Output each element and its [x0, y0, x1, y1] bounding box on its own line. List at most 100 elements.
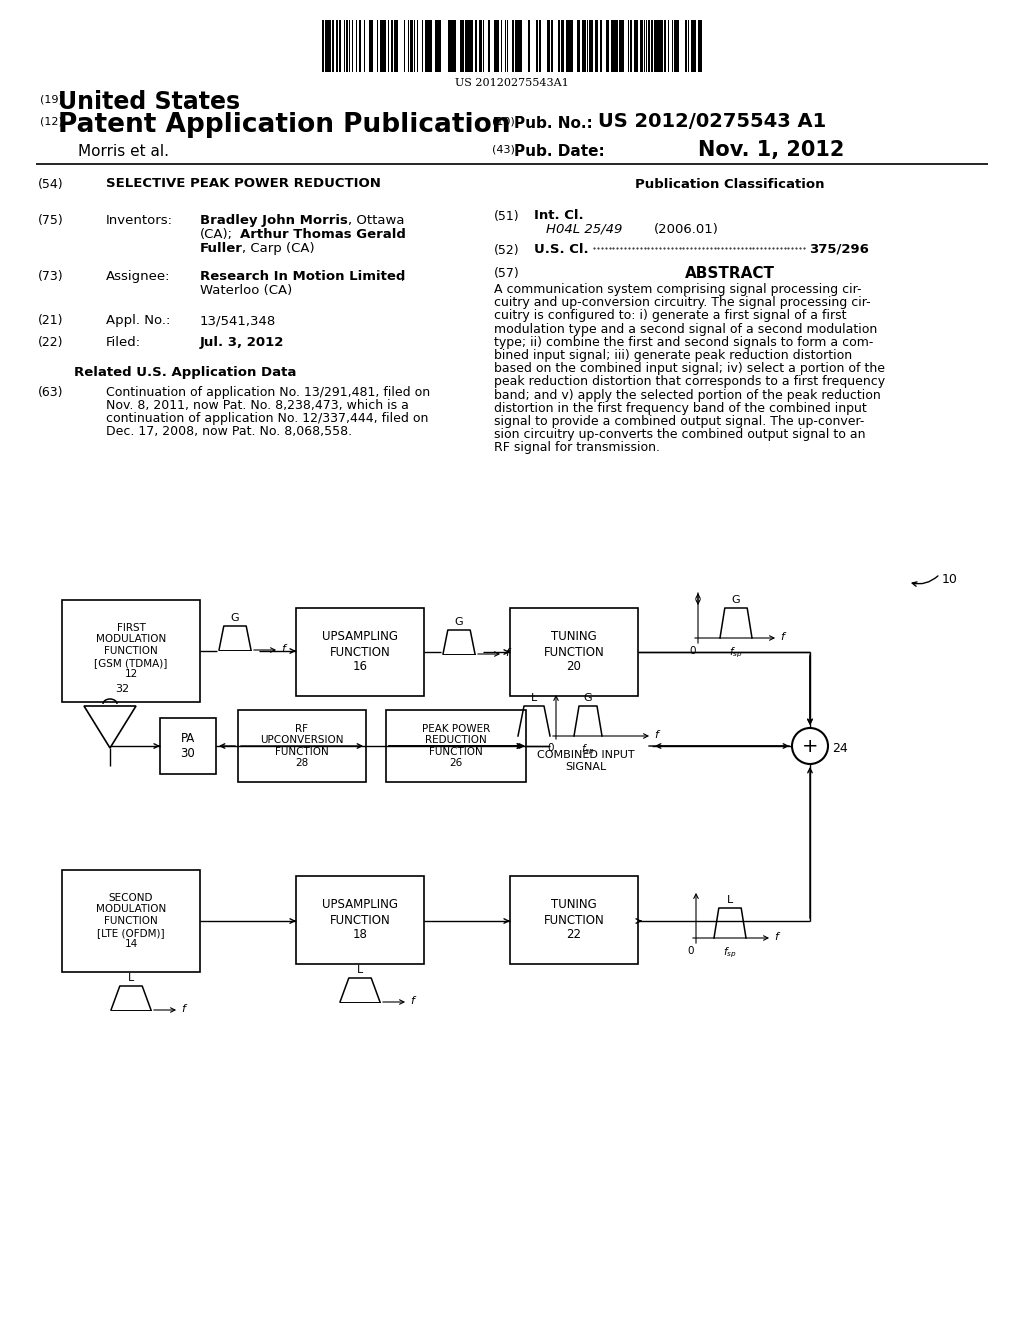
Text: peak reduction distortion that corresponds to a first frequency: peak reduction distortion that correspon…: [494, 375, 885, 388]
Bar: [698, 20, 700, 73]
Text: G: G: [230, 612, 240, 623]
Text: (73): (73): [38, 271, 63, 282]
Bar: [655, 20, 658, 73]
Text: L: L: [128, 973, 134, 983]
Text: Related U.S. Application Data: Related U.S. Application Data: [74, 366, 296, 379]
Text: based on the combined input signal; iv) select a portion of the: based on the combined input signal; iv) …: [494, 362, 885, 375]
Text: (54): (54): [38, 178, 63, 191]
Bar: [612, 20, 614, 73]
Bar: [296, 876, 424, 964]
Text: distortion in the first frequency band of the combined input: distortion in the first frequency band o…: [494, 401, 866, 414]
Text: $f_{sp}$: $f_{sp}$: [729, 645, 742, 660]
Bar: [515, 20, 518, 73]
Text: (12): (12): [40, 116, 62, 125]
Bar: [396, 20, 398, 73]
Text: f: f: [281, 644, 285, 653]
Bar: [634, 20, 637, 73]
Bar: [238, 710, 366, 781]
Bar: [160, 718, 216, 774]
Text: Research In Motion Limited: Research In Motion Limited: [200, 271, 406, 282]
Text: continuation of application No. 12/337,444, filed on: continuation of application No. 12/337,4…: [106, 412, 428, 425]
Bar: [322, 20, 324, 73]
Text: Appl. No.:: Appl. No.:: [106, 314, 170, 327]
Bar: [452, 20, 454, 73]
Bar: [438, 20, 440, 73]
Text: Publication Classification: Publication Classification: [635, 178, 824, 191]
Text: RF signal for transmission.: RF signal for transmission.: [494, 441, 660, 454]
Bar: [329, 20, 331, 73]
Text: 375/296: 375/296: [809, 243, 869, 256]
Text: +: +: [802, 737, 818, 755]
Text: (CA);: (CA);: [200, 228, 233, 242]
Bar: [510, 609, 638, 696]
Text: TUNING
FUNCTION
20: TUNING FUNCTION 20: [544, 631, 604, 673]
Bar: [436, 20, 438, 73]
Bar: [558, 20, 560, 73]
Bar: [460, 20, 462, 73]
Text: 10: 10: [942, 573, 957, 586]
Text: $f_{sp}$: $f_{sp}$: [582, 743, 595, 758]
Text: Bradley John Morris: Bradley John Morris: [200, 214, 348, 227]
Bar: [449, 20, 451, 73]
Bar: [480, 20, 482, 73]
Text: $f_{sp}$: $f_{sp}$: [723, 946, 737, 961]
Text: Inventors:: Inventors:: [106, 214, 173, 227]
Bar: [382, 20, 384, 73]
Text: 13/541,348: 13/541,348: [200, 314, 276, 327]
Bar: [510, 876, 638, 964]
Text: Assignee:: Assignee:: [106, 271, 171, 282]
Bar: [426, 20, 428, 73]
Bar: [512, 20, 514, 73]
Text: f: f: [410, 997, 414, 1006]
Text: G: G: [732, 595, 740, 605]
Text: type; ii) combine the first and second signals to form a com-: type; ii) combine the first and second s…: [494, 335, 873, 348]
Text: (43): (43): [492, 144, 515, 154]
Text: US 2012/0275543 A1: US 2012/0275543 A1: [598, 112, 826, 131]
Bar: [386, 710, 526, 781]
Text: sion circuitry up-converts the combined output signal to an: sion circuitry up-converts the combined …: [494, 428, 865, 441]
Bar: [582, 20, 585, 73]
Text: (63): (63): [38, 385, 63, 399]
Text: PEAK POWER
REDUCTION
FUNCTION
26: PEAK POWER REDUCTION FUNCTION 26: [422, 723, 490, 768]
Text: cuitry and up-conversion circuitry. The signal processing cir-: cuitry and up-conversion circuitry. The …: [494, 296, 870, 309]
Text: RF
UPCONVERSION
FUNCTION
28: RF UPCONVERSION FUNCTION 28: [260, 723, 344, 768]
Bar: [562, 20, 564, 73]
Text: US 20120275543A1: US 20120275543A1: [455, 78, 569, 88]
Text: 24: 24: [831, 742, 848, 755]
Text: f: f: [774, 932, 778, 942]
Text: FIRST
MODULATION
FUNCTION
[GSM (TDMA)]
12: FIRST MODULATION FUNCTION [GSM (TDMA)] 1…: [94, 623, 168, 680]
Bar: [62, 601, 200, 702]
Text: f: f: [505, 648, 509, 657]
Text: Fuller: Fuller: [200, 242, 243, 255]
Text: G: G: [584, 693, 592, 704]
Text: , Ottawa: , Ottawa: [348, 214, 404, 227]
Bar: [359, 20, 361, 73]
Text: ,: ,: [400, 271, 404, 282]
Text: cuitry is configured to: i) generate a first signal of a first: cuitry is configured to: i) generate a f…: [494, 309, 847, 322]
Text: 0: 0: [687, 946, 694, 956]
Text: PA
30: PA 30: [180, 733, 196, 760]
Text: L: L: [530, 693, 538, 704]
Bar: [528, 20, 530, 73]
Text: Nov. 1, 2012: Nov. 1, 2012: [698, 140, 845, 160]
Bar: [391, 20, 393, 73]
Text: 0: 0: [548, 743, 554, 752]
Text: UPSAMPLING
FUNCTION
18: UPSAMPLING FUNCTION 18: [322, 899, 398, 941]
Text: f: f: [181, 1005, 185, 1014]
Text: Int. Cl.: Int. Cl.: [534, 209, 584, 222]
Text: 0: 0: [689, 645, 696, 656]
Text: modulation type and a second signal of a second modulation: modulation type and a second signal of a…: [494, 322, 878, 335]
Text: (19): (19): [40, 94, 62, 104]
Bar: [410, 20, 413, 73]
Bar: [674, 20, 676, 73]
Text: f: f: [654, 730, 657, 741]
Text: Filed:: Filed:: [106, 337, 141, 348]
Text: United States: United States: [58, 90, 240, 114]
Text: UPSAMPLING
FUNCTION
16: UPSAMPLING FUNCTION 16: [322, 631, 398, 673]
Text: ABSTRACT: ABSTRACT: [685, 267, 775, 281]
Text: L: L: [727, 895, 733, 906]
Text: A communication system comprising signal processing cir-: A communication system comprising signal…: [494, 282, 861, 296]
Text: 32: 32: [115, 684, 129, 694]
Bar: [536, 20, 538, 73]
Text: Patent Application Publication: Patent Application Publication: [58, 112, 511, 139]
